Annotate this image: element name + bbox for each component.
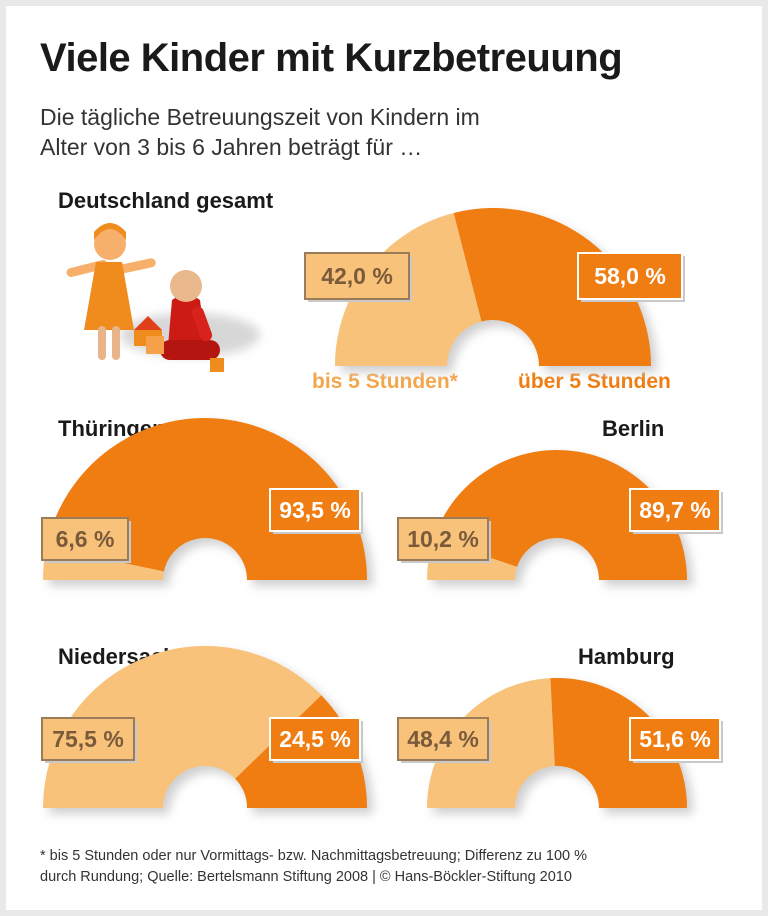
footnote: * bis 5 Stunden oder nur Vormittags- bzw… bbox=[40, 846, 740, 888]
chart-title-deutschland: Deutschland gesamt bbox=[58, 188, 274, 213]
value-box-short bbox=[304, 252, 410, 300]
value-label-short: 10,2 % bbox=[407, 526, 479, 552]
value-label-short: 75,5 % bbox=[52, 726, 124, 752]
boy-figure-icon bbox=[160, 270, 220, 360]
value-box-short bbox=[397, 717, 489, 761]
girl-figure-icon bbox=[66, 223, 156, 360]
page-title: Viele Kinder mit Kurzbetreuung bbox=[40, 36, 623, 80]
semi-donut-chart: 75,5 % 24,5 % bbox=[41, 646, 373, 814]
chart-title-hamburg: Hamburg bbox=[578, 644, 675, 669]
chart-layer: 42,0 % 58,0 % 6,6 % 93,5 % 10,2 % 89,7 % 75,5 … bbox=[41, 208, 723, 814]
value-label-long: 89,7 % bbox=[639, 497, 711, 523]
value-box-long bbox=[629, 488, 721, 532]
value-label-long: 58,0 % bbox=[594, 263, 666, 289]
slice-long bbox=[433, 450, 687, 580]
legend-long-label: über 5 Stunden bbox=[518, 370, 671, 393]
semi-donut-chart: 48,4 % 51,6 % bbox=[397, 678, 723, 814]
value-box-long bbox=[269, 717, 361, 761]
slice-short bbox=[43, 646, 322, 808]
chart-title-berlin: Berlin bbox=[602, 416, 665, 441]
value-box-long bbox=[629, 717, 721, 761]
value-box-long bbox=[577, 252, 683, 300]
value-label-short: 42,0 % bbox=[321, 263, 393, 289]
subtitle-line: Die tägliche Betreuungszeit von Kindern … bbox=[40, 104, 480, 130]
value-label-long: 93,5 % bbox=[279, 497, 351, 523]
value-label-short: 6,6 % bbox=[56, 526, 115, 552]
slice-long bbox=[453, 208, 651, 366]
slice-long bbox=[550, 678, 687, 808]
value-box-long bbox=[269, 488, 361, 532]
legend-short-label: bis 5 Stunden* bbox=[312, 370, 458, 393]
semi-donut-chart: 10,2 % 89,7 % bbox=[397, 450, 723, 586]
value-box-short bbox=[41, 717, 135, 761]
value-box-short bbox=[41, 517, 129, 561]
children-illustration bbox=[66, 223, 260, 372]
semi-donut-chart: 42,0 % 58,0 % bbox=[304, 208, 685, 372]
page-subtitle: Die tägliche Betreuungszeit von Kindern … bbox=[40, 102, 640, 162]
value-box-short bbox=[397, 517, 489, 561]
toy-blocks-icon bbox=[134, 316, 224, 372]
value-label-long: 24,5 % bbox=[279, 726, 351, 752]
value-label-short: 48,4 % bbox=[407, 726, 479, 752]
footnote-line: * bis 5 Stunden oder nur Vormittags- bzw… bbox=[40, 848, 588, 864]
semi-donut-chart: 6,6 % 93,5 % bbox=[41, 418, 373, 586]
subtitle-line: Alter von 3 bis 6 Jahren beträgt für … bbox=[40, 134, 423, 160]
value-label-long: 51,6 % bbox=[639, 726, 711, 752]
footnote-line: durch Rundung; Quelle: Bertelsmann Stift… bbox=[40, 869, 572, 885]
